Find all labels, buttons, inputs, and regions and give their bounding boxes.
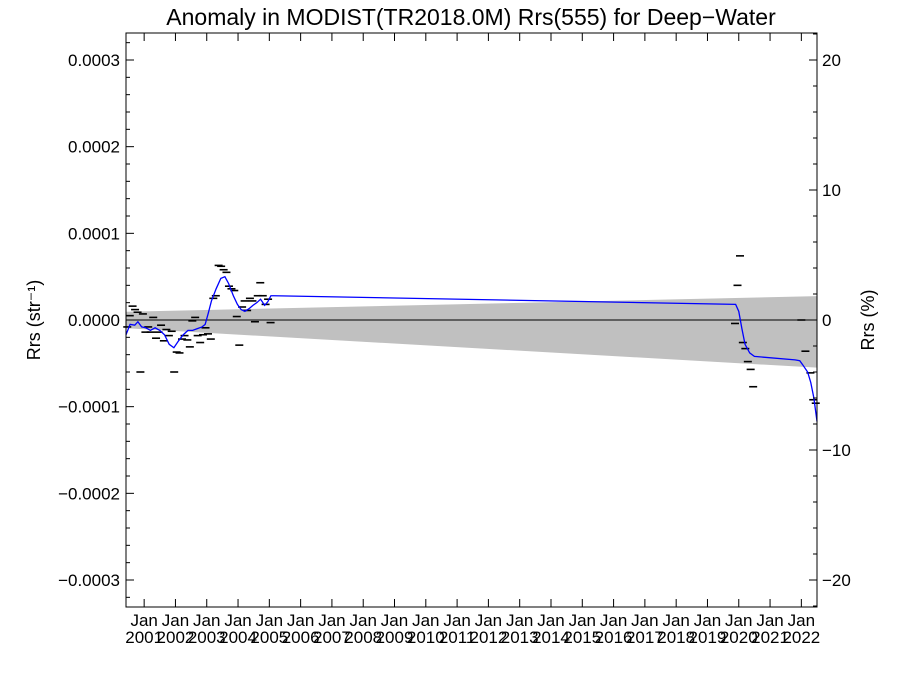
x-tick-label-month: Jan bbox=[162, 611, 189, 630]
x-tick-label-year: 2015 bbox=[563, 628, 601, 647]
x-tick-label-year: 2013 bbox=[501, 628, 539, 647]
x-tick-label-month: Jan bbox=[569, 611, 596, 630]
y-tick-label-right: −20 bbox=[822, 571, 851, 590]
x-tick-label-year: 2012 bbox=[469, 628, 507, 647]
x-tick-label-month: Jan bbox=[537, 611, 564, 630]
x-tick-label-year: 2019 bbox=[689, 628, 727, 647]
x-axis: Jan2001Jan2002Jan2003Jan2004Jan2005Jan20… bbox=[125, 33, 820, 647]
x-tick-label-month: Jan bbox=[224, 611, 251, 630]
y-axis-label-left: Rrs (str⁻¹) bbox=[24, 280, 44, 360]
x-tick-label-month: Jan bbox=[788, 611, 815, 630]
x-tick-label-year: 2011 bbox=[439, 628, 476, 647]
x-tick-label-month: Jan bbox=[318, 611, 345, 630]
y-tick-label-left: 0.0002 bbox=[68, 138, 120, 157]
y-tick-label-left: −0.0002 bbox=[58, 484, 120, 503]
x-tick-label-month: Jan bbox=[600, 611, 627, 630]
x-tick-label-year: 2020 bbox=[720, 628, 758, 647]
y-axis-left: 0.0003 0.0002 0.0001 0.0000 −0.0001 −0.0002 −0… bbox=[58, 42, 134, 598]
x-tick-label-year: 2005 bbox=[250, 628, 288, 647]
y-axis-right: 20 10 0 −10 −20 bbox=[809, 33, 851, 607]
y-tick-label-right: 20 bbox=[822, 51, 841, 70]
x-tick-label-month: Jan bbox=[130, 611, 157, 630]
smoothed-line-path bbox=[125, 275, 818, 422]
y-tick-label-right: −10 bbox=[822, 441, 851, 460]
x-tick-label-month: Jan bbox=[256, 611, 283, 630]
x-tick-label-month: Jan bbox=[193, 611, 220, 630]
y-tick-label-right: 0 bbox=[822, 311, 831, 330]
x-tick-label-month: Jan bbox=[412, 611, 439, 630]
x-tick-label-month: Jan bbox=[756, 611, 783, 630]
x-tick-label-year: 2014 bbox=[532, 628, 570, 647]
x-tick-label-year: 2010 bbox=[407, 628, 445, 647]
x-tick-label-year: 2017 bbox=[626, 628, 664, 647]
x-tick-label-month: Jan bbox=[443, 611, 470, 630]
x-tick-label-month: Jan bbox=[725, 611, 752, 630]
x-tick-label-month: Jan bbox=[506, 611, 533, 630]
x-tick-label-year: 2009 bbox=[376, 628, 414, 647]
x-tick-label-year: 2004 bbox=[219, 628, 257, 647]
y-axis-label-right: Rrs (%) bbox=[858, 290, 878, 351]
y-tick-label-right: 10 bbox=[822, 181, 841, 200]
x-tick-label-month: Jan bbox=[350, 611, 377, 630]
y-tick-label-left: 0.0001 bbox=[68, 224, 120, 243]
x-tick-label-year: 2002 bbox=[157, 628, 195, 647]
x-tick-label-year: 2016 bbox=[595, 628, 633, 647]
x-tick-label-month: Jan bbox=[381, 611, 408, 630]
x-tick-label-month: Jan bbox=[694, 611, 721, 630]
y-tick-label-left: 0.0000 bbox=[68, 311, 120, 330]
y-tick-label-left: 0.0003 bbox=[68, 51, 120, 70]
uncertainty-band-area bbox=[126, 296, 817, 368]
chart-title: Anomaly in MODIST(TR2018.0M) Rrs(555) fo… bbox=[166, 4, 776, 30]
uncertainty-band bbox=[126, 296, 817, 368]
x-tick-label-year: 2022 bbox=[782, 628, 820, 647]
x-tick-label-year: 2008 bbox=[344, 628, 382, 647]
y-tick-label-left: −0.0001 bbox=[58, 398, 120, 417]
x-tick-label-month: Jan bbox=[287, 611, 314, 630]
x-tick-label-month: Jan bbox=[631, 611, 658, 630]
x-tick-label-year: 2006 bbox=[282, 628, 320, 647]
x-tick-label-month: Jan bbox=[662, 611, 689, 630]
x-tick-label-year: 2003 bbox=[188, 628, 226, 647]
y-tick-label-left: −0.0003 bbox=[58, 571, 120, 590]
x-tick-label-month: Jan bbox=[475, 611, 502, 630]
x-tick-label-year: 2018 bbox=[657, 628, 695, 647]
x-tick-label-year: 2001 bbox=[125, 628, 163, 647]
x-tick-label-year: 2021 bbox=[751, 628, 789, 647]
x-tick-label-year: 2007 bbox=[313, 628, 351, 647]
smoothed-line bbox=[125, 275, 818, 422]
